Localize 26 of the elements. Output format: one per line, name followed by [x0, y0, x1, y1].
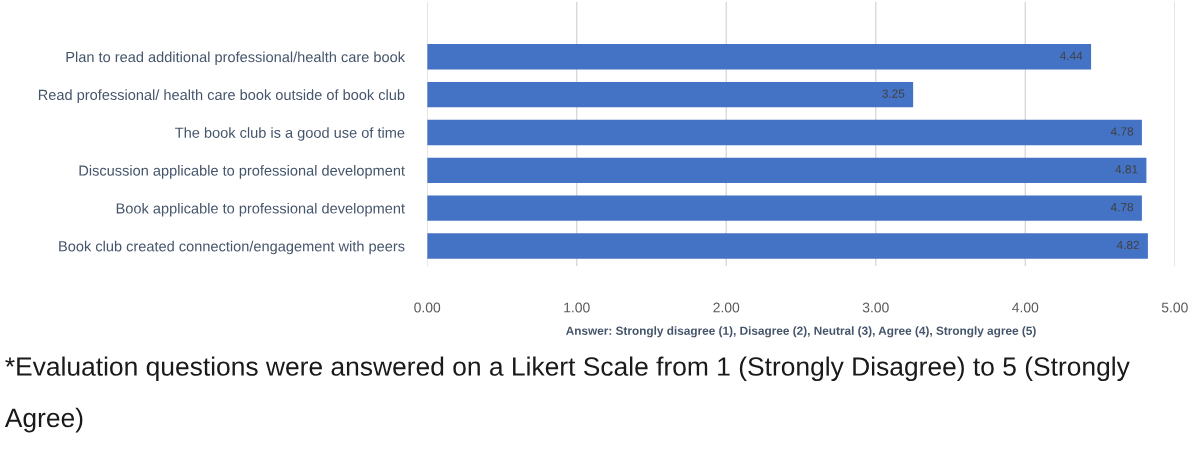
x-tick-label: 4.00 [1012, 302, 1039, 313]
data-label: 4.78 [1110, 127, 1134, 136]
y-tick-label: Discussion applicable to professional development [79, 165, 405, 179]
bar [427, 44, 1092, 70]
x-tick-label: 3.00 [862, 302, 889, 313]
y-tick-label: Plan to read additional professional/health care book [66, 51, 406, 66]
x-tick-label: 0.00 [414, 302, 441, 313]
data-label: 4.78 [1110, 202, 1134, 212]
x-axis-title: Answer: Strongly disagree (1), Disagree (2), Neutral (3), Agree (4), Strongly agree (5) [566, 326, 1036, 338]
data-label: 4.81 [1115, 165, 1138, 174]
data-label: 4.44 [1060, 51, 1083, 60]
x-tick-label: 5.00 [1161, 302, 1188, 313]
text: *Evaluation questions were answered on a Likert Scale from 1 (Strongly Disagree) to 5 (Strongly Agree) [4, 356, 1130, 433]
x-tick-label: 1.00 [564, 302, 590, 313]
y-tick-label: The book club is a good use of time [175, 127, 405, 141]
data-label: 4.82 [1116, 240, 1139, 250]
bar [427, 233, 1148, 259]
y-tick-label: Book club created connection/engagement with peers [59, 240, 405, 255]
data-label: 3.25 [882, 89, 905, 98]
y-tick-label: Read professional/ health care book outside of book club [38, 89, 405, 103]
bar [427, 119, 1142, 146]
y-tick-label: Book applicable to professional development [116, 202, 405, 217]
bar [427, 81, 914, 108]
bar [427, 157, 1147, 183]
bar [427, 195, 1142, 221]
x-tick-label: 2.00 [713, 302, 740, 313]
